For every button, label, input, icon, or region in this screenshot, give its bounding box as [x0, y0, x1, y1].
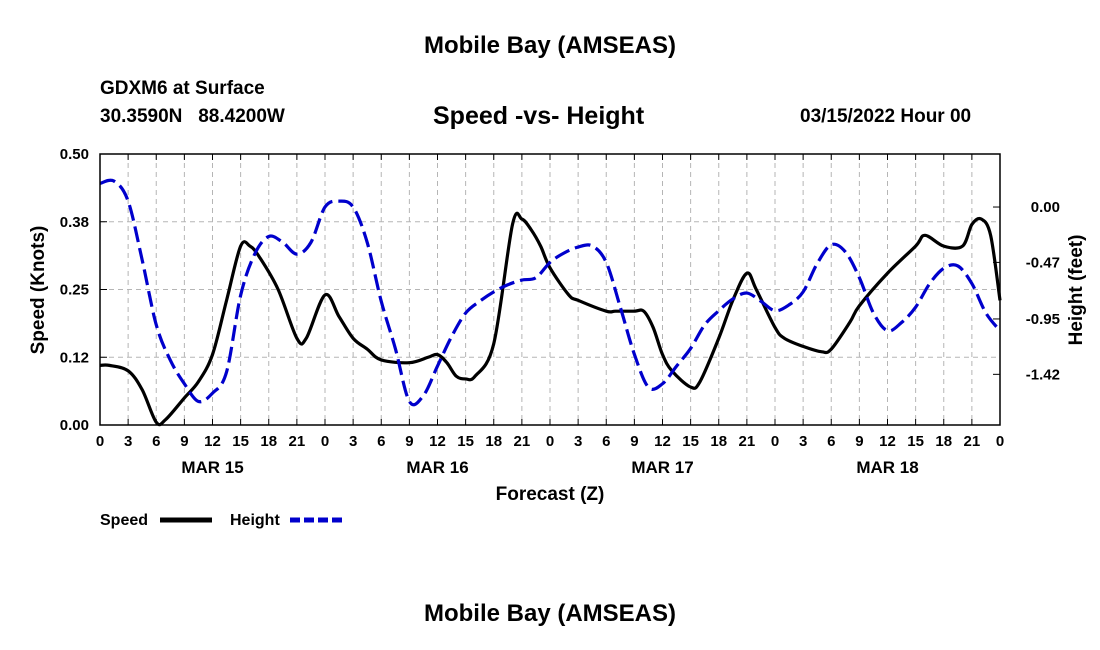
x-tick-label: 0 — [321, 433, 329, 450]
x-tick-label: 6 — [152, 433, 160, 450]
x-tick-label: 9 — [405, 433, 413, 450]
x-tick-label: 15 — [682, 433, 699, 450]
y-tick-label: 0.38 — [60, 214, 89, 231]
chart-title: Speed -vs- Height — [433, 102, 645, 130]
forecast-datetime: 03/15/2022 Hour 00 — [800, 106, 972, 127]
x-tick-label: 6 — [827, 433, 835, 450]
x-tick-label: 12 — [879, 433, 896, 450]
x-tick-label: 21 — [514, 433, 531, 450]
series-line-height — [99, 178, 1002, 407]
legend-label-speed: Speed — [100, 512, 148, 529]
x-tick-label: 18 — [935, 433, 952, 450]
x-tick-label: 12 — [654, 433, 671, 450]
date-label: MAR 15 — [181, 458, 243, 477]
date-label: MAR 18 — [856, 458, 918, 477]
x-tick-label: 6 — [377, 433, 385, 450]
x-tick-label: 18 — [710, 433, 727, 450]
x-tick-label: 3 — [574, 433, 582, 450]
chart-axes: 0 3 6 9 12 15 18 21 0 3 6 9 12 15 18 21 0 3 6 9 12 15 18 21 0 3 6 9… — [60, 146, 1060, 477]
x-tick-label: 0 — [546, 433, 554, 450]
x-tick-label: 18 — [260, 433, 277, 450]
chart-legend: Speed Height — [100, 512, 342, 529]
x-tick-label: 9 — [630, 433, 638, 450]
date-label: MAR 16 — [406, 458, 468, 477]
date-label: MAR 17 — [631, 458, 693, 477]
y2-tick-label: -1.42 — [1026, 366, 1060, 383]
x-tick-label: 15 — [232, 433, 249, 450]
x-tick-label: 0 — [996, 433, 1004, 450]
station-label: GDXM6 at Surface — [100, 78, 265, 99]
chart-grid — [100, 154, 1000, 425]
x-tick-label: 12 — [429, 433, 446, 450]
x-tick-label: 0 — [96, 433, 104, 450]
y2-tick-label: 0.00 — [1031, 199, 1060, 216]
x-axis-label: Forecast (Z) — [496, 484, 605, 505]
x-tick-label: 3 — [124, 433, 132, 450]
legend-label-height: Height — [230, 512, 280, 529]
coordinates-label: 30.3590N 88.4200W — [100, 106, 285, 127]
x-tick-label: 9 — [855, 433, 863, 450]
footer-title: Mobile Bay (AMSEAS) — [423, 600, 677, 627]
x-tick-label: 3 — [349, 433, 357, 450]
series-layer — [99, 178, 1002, 427]
x-tick-label: 6 — [602, 433, 610, 450]
x-tick-label: 0 — [771, 433, 779, 450]
y-tick-label: 0.00 — [60, 417, 89, 434]
x-tick-label: 21 — [739, 433, 756, 450]
y-tick-label: 0.25 — [60, 282, 89, 299]
x-tick-label: 9 — [180, 433, 188, 450]
x-tick-label: 15 — [457, 433, 474, 450]
y2-tick-label: -0.47 — [1026, 254, 1060, 271]
y-axis-label: Speed (Knots) — [28, 226, 49, 355]
y2-axis-label: Height (feet) — [1066, 235, 1087, 346]
page-title: Mobile Bay (AMSEAS) — [423, 32, 677, 59]
y-tick-label: 0.50 — [60, 146, 89, 163]
y2-tick-label: -0.95 — [1026, 311, 1060, 328]
x-tick-label: 15 — [907, 433, 924, 450]
x-tick-label: 3 — [799, 433, 807, 450]
series-line-speed — [99, 211, 1002, 427]
x-tick-label: 21 — [289, 433, 306, 450]
x-tick-label: 21 — [964, 433, 981, 450]
x-tick-label: 12 — [204, 433, 221, 450]
x-tick-label: 18 — [485, 433, 502, 450]
y-tick-label: 0.12 — [60, 349, 89, 366]
